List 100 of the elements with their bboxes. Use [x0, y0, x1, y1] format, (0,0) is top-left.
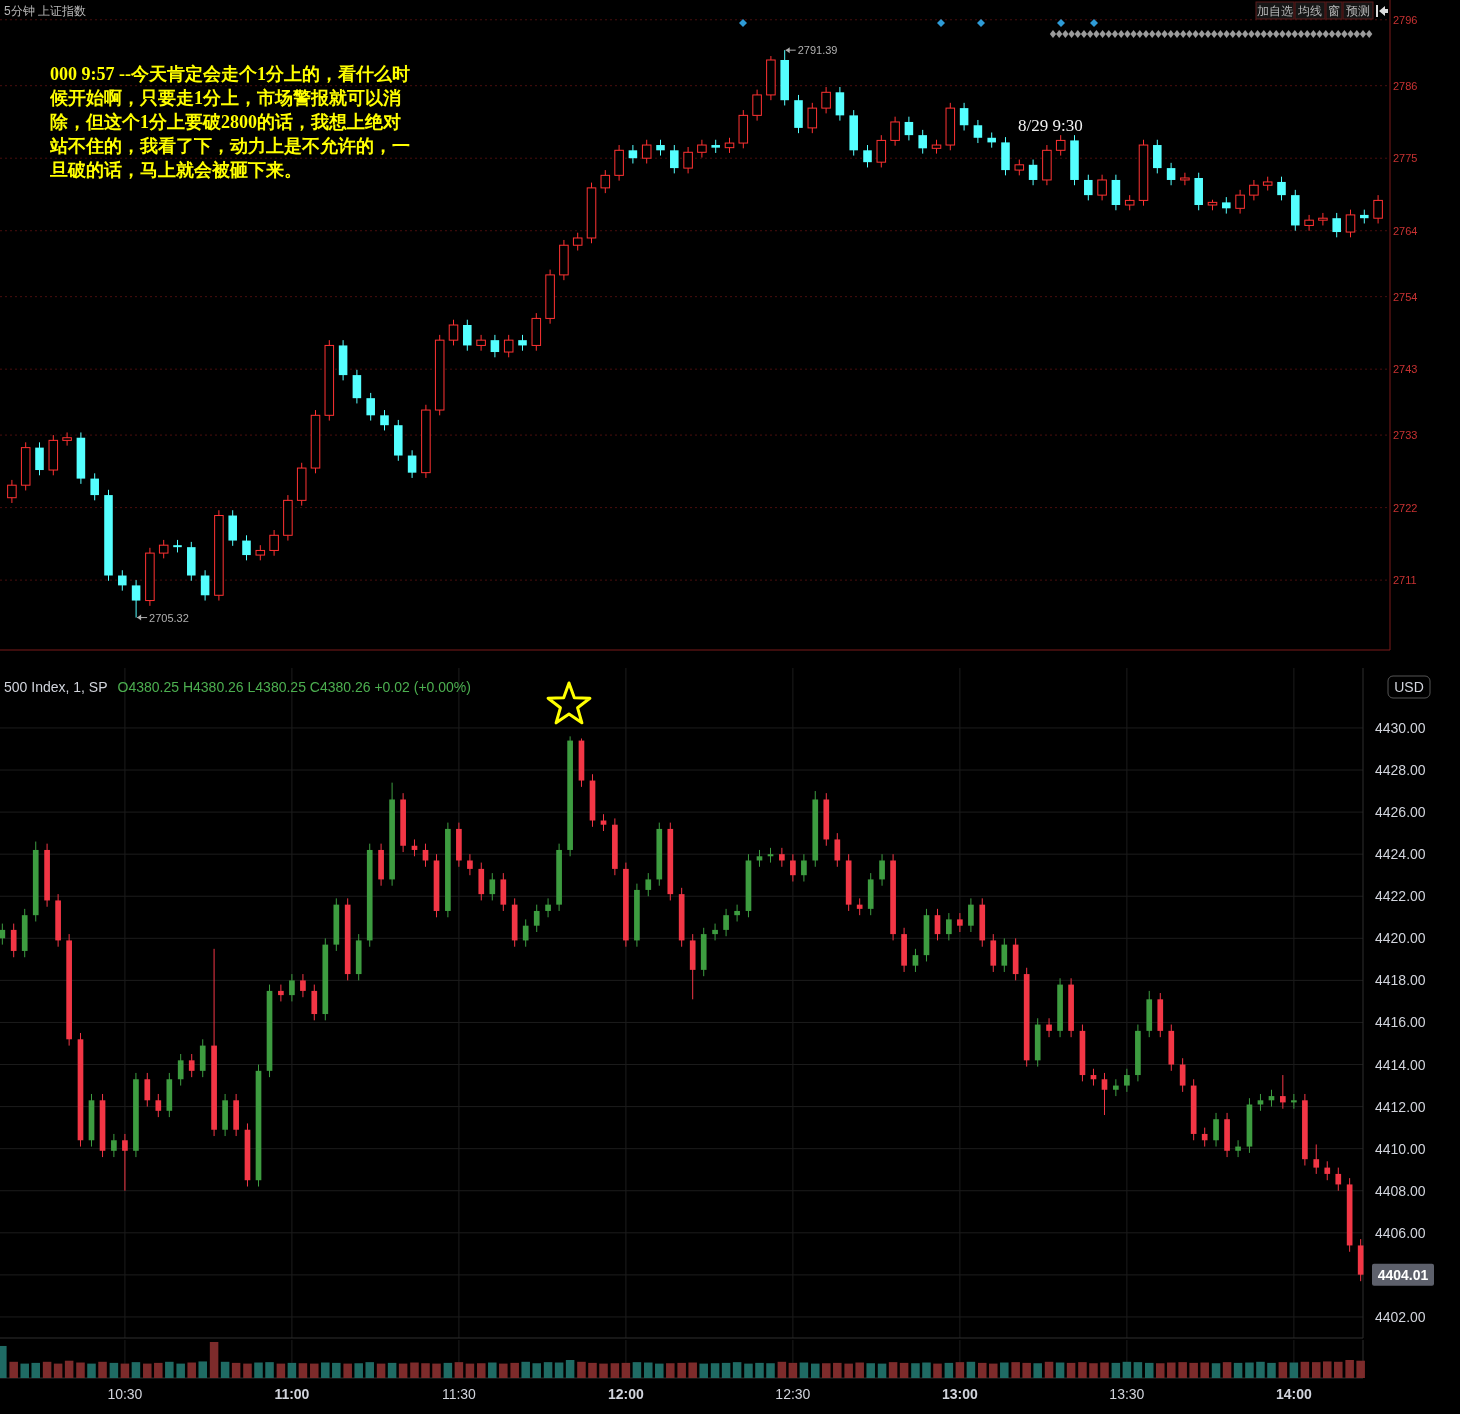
bar [198, 1361, 207, 1378]
candlestick [600, 169, 611, 194]
candlestick [712, 923, 718, 941]
y-tick-label: 4410.00 [1375, 1140, 1426, 1157]
bar [1356, 1360, 1365, 1378]
bar [933, 1363, 942, 1378]
bar [1055, 1362, 1065, 1378]
bar [577, 1361, 586, 1378]
bar [1156, 1363, 1165, 1378]
bar [298, 1363, 308, 1378]
bar [443, 1362, 453, 1378]
candlestick [807, 102, 818, 134]
candlestick [1249, 179, 1259, 201]
y-tick-label: 4412.00 [1375, 1098, 1426, 1115]
candlestick [723, 908, 729, 937]
x-tick-label: 13:30 [1109, 1386, 1145, 1402]
bar [877, 1363, 887, 1378]
bar [20, 1363, 29, 1378]
x-tick-label: 10:30 [107, 1386, 143, 1402]
bar [209, 1342, 219, 1378]
bar [911, 1363, 920, 1378]
bar [64, 1360, 74, 1378]
bar [131, 1362, 141, 1378]
y-tick-label: 4402.00 [1375, 1309, 1426, 1325]
bar [1178, 1362, 1187, 1378]
bar [1256, 1361, 1265, 1378]
y-tick-label: 2722 [1393, 501, 1418, 514]
bar [410, 1362, 419, 1378]
candlestick [1166, 162, 1176, 186]
candlestick [155, 1093, 162, 1118]
candlestick [522, 918, 529, 948]
bar [31, 1362, 40, 1378]
candlestick [1046, 1017, 1052, 1038]
candlestick [62, 431, 72, 447]
bar [321, 1362, 330, 1378]
bar [1267, 1362, 1276, 1378]
bar [220, 1361, 230, 1378]
bar [432, 1363, 441, 1378]
bar [1345, 1360, 1354, 1378]
bar [231, 1362, 241, 1378]
candlestick [683, 146, 693, 174]
bar [76, 1362, 85, 1378]
bar [755, 1362, 764, 1378]
candlestick [131, 579, 141, 619]
y-tick-label: 2743 [1393, 363, 1418, 376]
bar [265, 1362, 274, 1378]
bar [565, 1360, 575, 1378]
x-tick-label: 13:00 [941, 1386, 978, 1402]
bar [532, 1363, 541, 1378]
bar [543, 1362, 553, 1378]
candlestick [1332, 212, 1341, 238]
candlestick [1213, 1112, 1219, 1148]
bar [799, 1362, 809, 1378]
bar [721, 1362, 731, 1378]
bar [1323, 1361, 1332, 1378]
y-tick-label: 4430.00 [1375, 719, 1426, 736]
bar [966, 1361, 976, 1378]
y-tick-label: 2754 [1393, 290, 1418, 303]
bar [844, 1363, 853, 1378]
chart-title: 5分钟 上证指数 [4, 4, 87, 18]
candlestick [1101, 1072, 1108, 1116]
bar [699, 1363, 708, 1378]
bar [666, 1363, 675, 1378]
candlestick [876, 134, 887, 168]
bar [477, 1363, 486, 1378]
candlestick [118, 569, 127, 592]
bar [788, 1362, 798, 1378]
bar [1245, 1362, 1254, 1378]
text: O4380.25 H4380.26 L4380.25 C4380.26 +0.02 (+0.00%) [117, 679, 471, 695]
candlestick [670, 144, 679, 174]
annotation: 加自选 [1257, 4, 1293, 18]
candlestick [489, 872, 496, 901]
bar [1000, 1362, 1009, 1378]
candlestick [1235, 1139, 1241, 1158]
bar [655, 1363, 664, 1378]
candlestick [144, 1072, 151, 1108]
y-tick-label: 2775 [1393, 152, 1418, 165]
bar [1033, 1363, 1042, 1378]
bar [1300, 1361, 1310, 1378]
text: 500 Index, 1, SP [4, 679, 108, 695]
y-tick-label: 4422.00 [1375, 888, 1426, 905]
bar [165, 1361, 174, 1378]
bar [922, 1362, 931, 1378]
x-tick-label: 12:30 [775, 1386, 811, 1402]
bar [1044, 1361, 1054, 1378]
candlestick [490, 334, 500, 358]
y-tick-label: 4428.00 [1375, 762, 1426, 779]
candlestick [918, 129, 927, 155]
bar [398, 1363, 408, 1378]
bar [53, 1363, 63, 1378]
x-tick-label: 12:00 [607, 1386, 645, 1402]
candlestick [1201, 1127, 1208, 1148]
candlestick [158, 539, 169, 559]
y-tick-label: 4418.00 [1375, 972, 1426, 989]
bar [387, 1362, 397, 1378]
annotation: 均线 [1297, 4, 1322, 18]
candlestick [311, 984, 318, 1021]
bar [154, 1362, 163, 1378]
candlestick [697, 139, 707, 159]
candlestick [801, 853, 807, 883]
